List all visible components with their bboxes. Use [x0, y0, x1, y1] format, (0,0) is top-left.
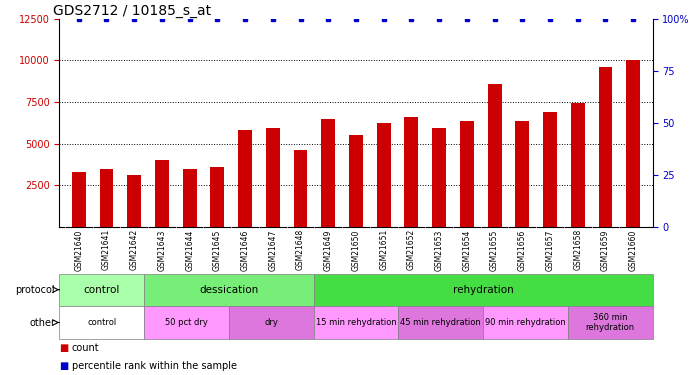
Bar	[399, 306, 483, 339]
Bar	[72, 172, 86, 227]
Bar	[515, 121, 529, 227]
Text: GSM21652: GSM21652	[407, 229, 416, 270]
Text: GSM21646: GSM21646	[241, 229, 250, 271]
Text: 15 min rehydration: 15 min rehydration	[315, 318, 396, 327]
Text: GSM21645: GSM21645	[213, 229, 222, 271]
Bar	[59, 274, 144, 306]
Text: GSM21644: GSM21644	[185, 229, 194, 271]
Text: rehydration: rehydration	[453, 285, 514, 295]
Bar	[313, 306, 399, 339]
Text: dessication: dessication	[199, 285, 258, 295]
Bar	[377, 123, 391, 227]
Bar	[568, 306, 653, 339]
Text: GSM21653: GSM21653	[435, 229, 444, 271]
Bar	[266, 128, 280, 227]
Bar	[571, 103, 585, 227]
Bar	[626, 60, 640, 227]
Text: GSM21647: GSM21647	[268, 229, 277, 271]
Bar	[155, 160, 169, 227]
Bar	[349, 135, 363, 227]
Text: protocol: protocol	[15, 285, 55, 295]
Bar	[100, 170, 113, 227]
Text: GSM21658: GSM21658	[573, 229, 582, 270]
Text: dry: dry	[265, 318, 279, 327]
Text: GSM21640: GSM21640	[74, 229, 83, 271]
Text: other: other	[29, 318, 55, 327]
Bar	[59, 306, 144, 339]
Text: control: control	[87, 318, 117, 327]
Bar	[144, 306, 229, 339]
Bar	[432, 128, 446, 227]
Bar	[238, 130, 252, 227]
Text: GSM21655: GSM21655	[490, 229, 499, 271]
Bar	[210, 167, 224, 227]
Text: 45 min rehydration: 45 min rehydration	[401, 318, 481, 327]
Text: GSM21641: GSM21641	[102, 229, 111, 270]
Text: GDS2712 / 10185_s_at: GDS2712 / 10185_s_at	[54, 4, 211, 18]
Text: 50 pct dry: 50 pct dry	[165, 318, 208, 327]
Text: GSM21657: GSM21657	[546, 229, 554, 271]
Bar	[321, 118, 335, 227]
Text: control: control	[84, 285, 120, 295]
Bar	[483, 306, 568, 339]
Text: GSM21656: GSM21656	[518, 229, 527, 271]
Bar	[313, 274, 653, 306]
Text: GSM21659: GSM21659	[601, 229, 610, 271]
Text: GSM21660: GSM21660	[629, 229, 638, 271]
Bar	[294, 150, 307, 227]
Text: percentile rank within the sample: percentile rank within the sample	[72, 360, 237, 370]
Bar	[488, 84, 502, 227]
Bar	[127, 175, 141, 227]
Bar	[405, 117, 418, 227]
Text: GSM21650: GSM21650	[352, 229, 360, 271]
Text: GSM21651: GSM21651	[379, 229, 388, 270]
Bar	[599, 67, 612, 227]
Text: ■: ■	[59, 343, 68, 353]
Bar	[229, 306, 313, 339]
Bar	[460, 121, 474, 227]
Text: GSM21648: GSM21648	[296, 229, 305, 270]
Bar	[183, 169, 197, 227]
Text: ■: ■	[59, 360, 68, 370]
Text: GSM21643: GSM21643	[158, 229, 166, 271]
Text: GSM21642: GSM21642	[130, 229, 139, 270]
Bar	[543, 112, 557, 227]
Text: GSM21649: GSM21649	[324, 229, 333, 271]
Bar	[144, 274, 313, 306]
Text: count: count	[72, 343, 100, 353]
Text: GSM21654: GSM21654	[462, 229, 471, 271]
Text: 360 min
rehydration: 360 min rehydration	[586, 313, 634, 332]
Text: 90 min rehydration: 90 min rehydration	[485, 318, 566, 327]
